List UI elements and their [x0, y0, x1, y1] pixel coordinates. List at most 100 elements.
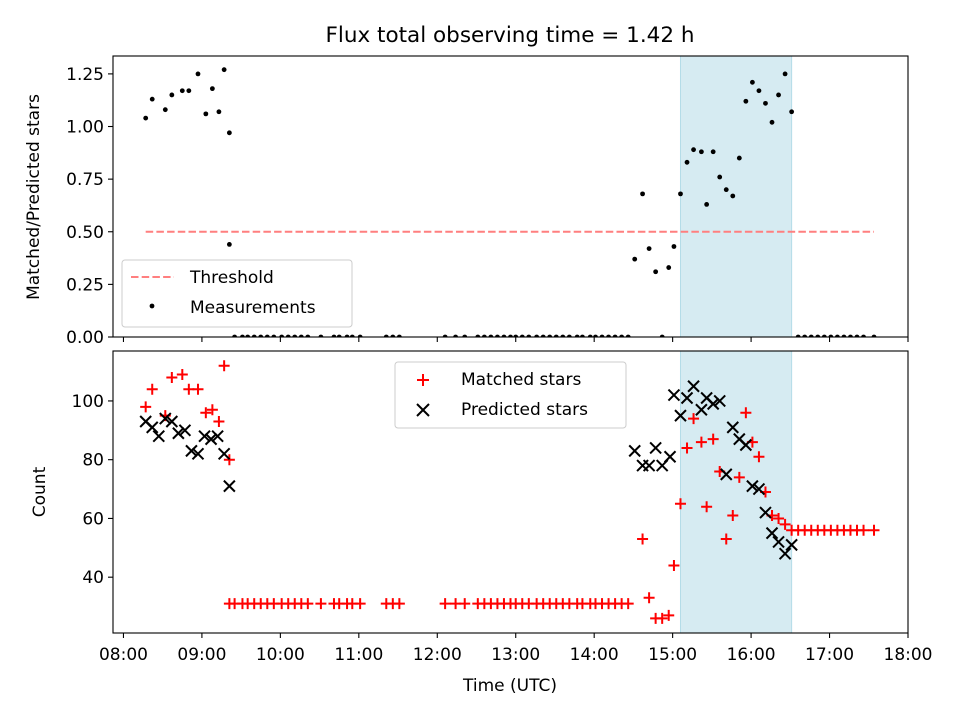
predicted-star-point — [172, 427, 185, 440]
legend-threshold-label: Threshold — [189, 268, 274, 288]
legend-predicted-label: Predicted stars — [461, 400, 588, 420]
count-observing-span — [679, 350, 793, 634]
ratio-y-label: Matched/Predicted stars — [24, 94, 44, 300]
measurement-point — [203, 111, 209, 117]
ratio-y-tick-label: 0.75 — [66, 170, 104, 190]
measurement-point — [540, 334, 546, 337]
measurement-point — [776, 92, 781, 98]
measurement-point — [271, 334, 277, 337]
predicted-star-point — [663, 450, 677, 463]
measurement-point — [396, 334, 402, 337]
measurement-point — [834, 334, 840, 337]
measurement-point — [226, 241, 232, 247]
measurement-point — [481, 334, 487, 337]
measurement-point — [659, 334, 665, 337]
measurement-point — [442, 334, 448, 337]
predicted-star-point — [720, 468, 733, 481]
matched-star-point — [707, 433, 719, 445]
measurements-legend-marker — [149, 303, 155, 309]
count-panel: 40 60 80 100 08:00 09:00 10:00 11:00 12:00 13:00… — [30, 350, 933, 696]
measurement-point — [684, 159, 690, 165]
matched-star-point — [354, 598, 366, 610]
measurement-point — [612, 334, 618, 337]
measurement-point — [632, 256, 638, 262]
measurement-point — [162, 107, 168, 113]
count-x-tick-label: 18:00 — [884, 645, 933, 665]
ratio-x-ticks — [122, 337, 909, 342]
measurement-point — [566, 334, 572, 337]
measurement-point — [789, 109, 795, 115]
measurement-point — [344, 334, 350, 337]
measurement-point — [390, 334, 396, 337]
matched-star-point — [213, 416, 225, 427]
count-legend: Matched stars Predicted stars — [394, 361, 627, 429]
legend-measurements-label: Measurements — [190, 298, 316, 318]
predicted-star-point — [695, 403, 708, 416]
ratio-y-tick-label: 0.25 — [66, 275, 104, 295]
count-y-tick-label: 60 — [82, 509, 104, 529]
measurement-point — [691, 147, 696, 153]
measurement-point — [383, 334, 389, 337]
predicted-star-point — [628, 444, 641, 458]
measurement-point — [848, 334, 853, 337]
measurement-point — [671, 244, 677, 249]
predicted-star-point — [159, 412, 172, 425]
matched-star-point — [733, 471, 745, 483]
count-x-tick-label: 08:00 — [99, 645, 148, 665]
matched-star-point — [192, 383, 204, 395]
matched-star-point — [868, 524, 880, 536]
count-x-tick-label: 11:00 — [334, 645, 383, 665]
measurement-point — [749, 79, 755, 85]
count-x-tick-label: 16:00 — [727, 645, 776, 665]
legend-matched-label: Matched stars — [461, 370, 581, 390]
matched-star-point — [740, 407, 752, 419]
matched-star-point — [720, 533, 732, 545]
measurement-point — [475, 334, 481, 337]
measurement-point — [580, 334, 585, 337]
ratio-y-axis: 0.00 0.25 0.50 0.75 1.00 1.25 — [66, 65, 113, 348]
measurement-point — [736, 155, 742, 161]
measurement-point — [653, 269, 659, 275]
matched-star-point — [439, 598, 451, 610]
measurement-point — [782, 71, 788, 77]
measurement-point — [704, 201, 710, 207]
measurement-point — [763, 100, 768, 106]
matched-star-point — [643, 592, 655, 604]
measurement-point — [526, 334, 532, 337]
measurement-point — [513, 334, 519, 337]
measurement-point — [795, 334, 801, 337]
measurement-point — [640, 191, 645, 197]
measurement-point — [495, 334, 500, 337]
matched-star-point — [176, 369, 188, 380]
matched-star-point — [637, 533, 649, 545]
measurement-point — [756, 88, 762, 94]
measurement-point — [574, 334, 580, 337]
measurement-point — [349, 334, 355, 337]
ratio-y-tick-label: 0.50 — [66, 223, 104, 243]
predicted-star-point — [706, 397, 720, 411]
measurement-point — [169, 92, 175, 98]
predicted-star-point — [772, 535, 785, 549]
count-y-tick-label: 100 — [72, 392, 104, 412]
measurement-point — [821, 334, 827, 337]
measurement-point — [534, 334, 540, 337]
predicted-star-point — [687, 380, 700, 393]
predicted-star-point — [674, 409, 687, 422]
matched-star-point — [663, 609, 675, 621]
predicted-star-point — [152, 429, 165, 443]
predicted-star-point — [765, 526, 779, 540]
matched-star-point — [200, 407, 212, 419]
measurement-point — [240, 334, 245, 337]
measurement-point — [221, 67, 227, 73]
matched-legend-marker — [417, 374, 429, 386]
measurement-point — [599, 334, 605, 337]
measurement-point — [357, 334, 363, 337]
matched-star-point — [668, 559, 680, 571]
measurement-point — [292, 334, 298, 337]
measurement-point — [245, 334, 251, 337]
measurement-point — [666, 265, 672, 270]
measurement-point — [646, 246, 652, 251]
predicted-star-point — [178, 424, 192, 437]
measurement-point — [717, 174, 723, 180]
